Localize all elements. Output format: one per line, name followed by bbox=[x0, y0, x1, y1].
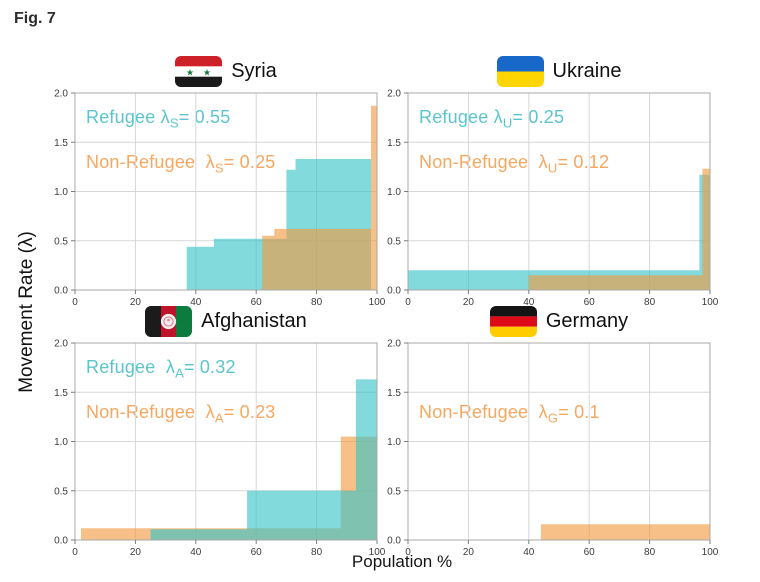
svg-text:80: 80 bbox=[311, 297, 323, 308]
annotation-nonrefugee: Non-Refugee λS= 0.25 bbox=[86, 152, 276, 176]
svg-text:100: 100 bbox=[702, 297, 719, 308]
country-label: Germany bbox=[545, 310, 629, 332]
ukraine-flag-icon bbox=[496, 56, 544, 87]
svg-text:100: 100 bbox=[369, 547, 386, 558]
subplot-syria: ★ ★ Syria Refugee λS= 0.55 Non-Refugee λS… bbox=[41, 27, 389, 310]
svg-text:★: ★ bbox=[186, 67, 194, 77]
svg-text:0: 0 bbox=[72, 547, 78, 558]
svg-text:0.0: 0.0 bbox=[54, 286, 68, 297]
x-axis-label: Population % bbox=[351, 552, 453, 571]
svg-text:0.5: 0.5 bbox=[387, 486, 401, 497]
svg-text:80: 80 bbox=[644, 297, 656, 308]
svg-text:1.5: 1.5 bbox=[54, 388, 68, 399]
svg-text:20: 20 bbox=[130, 547, 142, 558]
svg-text:40: 40 bbox=[523, 547, 535, 558]
svg-text:40: 40 bbox=[190, 547, 202, 558]
series-nonrefugee bbox=[528, 168, 710, 290]
germany-flag-icon bbox=[489, 306, 537, 337]
series-refugee bbox=[150, 379, 377, 540]
svg-text:0.5: 0.5 bbox=[54, 486, 68, 497]
subplot-title-germany: Germany bbox=[408, 277, 710, 337]
country-label: Syria bbox=[231, 60, 277, 82]
svg-text:1.5: 1.5 bbox=[387, 388, 401, 399]
svg-text:60: 60 bbox=[251, 297, 263, 308]
figure-label: Fig. 7 bbox=[14, 10, 56, 27]
svg-text:0.0: 0.0 bbox=[54, 536, 68, 547]
svg-text:40: 40 bbox=[190, 297, 202, 308]
subplot-title-afghanistan: Afghanistan bbox=[75, 277, 377, 337]
svg-text:0: 0 bbox=[405, 297, 411, 308]
svg-text:0: 0 bbox=[72, 297, 78, 308]
svg-text:100: 100 bbox=[369, 297, 386, 308]
svg-text:1.5: 1.5 bbox=[387, 138, 401, 149]
svg-text:★: ★ bbox=[203, 67, 211, 77]
subplot-afghanistan: Afghanistan Refugee λA= 0.32 Non-Refugee … bbox=[41, 277, 389, 560]
subplot-ukraine: Ukraine Refugee λU= 0.25 Non-Refugee λU= … bbox=[374, 27, 722, 310]
axes-germany: 0 20 40 60 80 100 0.0 0.5 1.0 1.5 2.0 bbox=[387, 339, 719, 559]
svg-text:100: 100 bbox=[702, 547, 719, 558]
annotation-refugee: Refugee λU= 0.25 bbox=[419, 107, 565, 131]
axes-afghanistan: 0 20 40 60 80 100 0.0 0.5 1.0 1.5 2.0 bbox=[54, 339, 386, 559]
svg-text:0.0: 0.0 bbox=[387, 286, 401, 297]
country-label: Afghanistan bbox=[201, 310, 307, 332]
axes-syria: 0 20 40 60 80 100 0.0 0.5 1.0 1.5 2.0 bbox=[54, 89, 386, 309]
annotation-nonrefugee: Non-Refugee λU= 0.12 bbox=[419, 152, 610, 176]
svg-text:2.0: 2.0 bbox=[54, 89, 68, 100]
svg-text:60: 60 bbox=[251, 547, 263, 558]
svg-text:80: 80 bbox=[644, 547, 656, 558]
svg-text:60: 60 bbox=[584, 297, 596, 308]
annotation-refugee: Refugee λS= 0.55 bbox=[86, 107, 231, 131]
y-axis-label: Movement Rate (λ) bbox=[16, 231, 37, 393]
country-label: Ukraine bbox=[552, 60, 622, 82]
svg-text:0: 0 bbox=[405, 547, 411, 558]
subplot-germany: Germany Non-Refugee λG= 0.1 0 20 40 60 80 100… bbox=[374, 277, 722, 560]
series-refugee bbox=[408, 174, 710, 290]
annotation-nonrefugee: Non-Refugee λA= 0.23 bbox=[86, 402, 276, 426]
syria-flag-icon: ★ ★ bbox=[175, 56, 223, 87]
svg-text:20: 20 bbox=[463, 297, 475, 308]
svg-text:0.0: 0.0 bbox=[387, 536, 401, 547]
axes-ukraine: 0 20 40 60 80 100 0.0 0.5 1.0 1.5 2.0 bbox=[387, 89, 719, 309]
series-nonrefugee bbox=[540, 524, 710, 540]
svg-text:1.0: 1.0 bbox=[387, 187, 401, 198]
subplot-title-ukraine: Ukraine bbox=[408, 27, 710, 87]
svg-text:0.5: 0.5 bbox=[387, 236, 401, 247]
svg-text:1.0: 1.0 bbox=[54, 187, 68, 198]
svg-text:2.0: 2.0 bbox=[54, 339, 68, 350]
annotation-refugee: Refugee λA= 0.32 bbox=[86, 357, 236, 381]
svg-text:2.0: 2.0 bbox=[387, 339, 401, 350]
svg-text:0.5: 0.5 bbox=[54, 236, 68, 247]
svg-text:60: 60 bbox=[584, 547, 596, 558]
svg-text:2.0: 2.0 bbox=[387, 89, 401, 100]
svg-text:20: 20 bbox=[130, 297, 142, 308]
svg-text:20: 20 bbox=[463, 547, 475, 558]
svg-text:80: 80 bbox=[311, 547, 323, 558]
afghanistan-flag-icon bbox=[145, 306, 193, 337]
svg-text:40: 40 bbox=[523, 297, 535, 308]
svg-text:1.0: 1.0 bbox=[387, 437, 401, 448]
series-nonrefugee bbox=[262, 105, 377, 290]
svg-text:1.0: 1.0 bbox=[54, 437, 68, 448]
annotation-nonrefugee: Non-Refugee λG= 0.1 bbox=[419, 402, 600, 426]
subplot-title-syria: ★ ★ Syria bbox=[75, 27, 377, 87]
svg-text:1.5: 1.5 bbox=[54, 138, 68, 149]
